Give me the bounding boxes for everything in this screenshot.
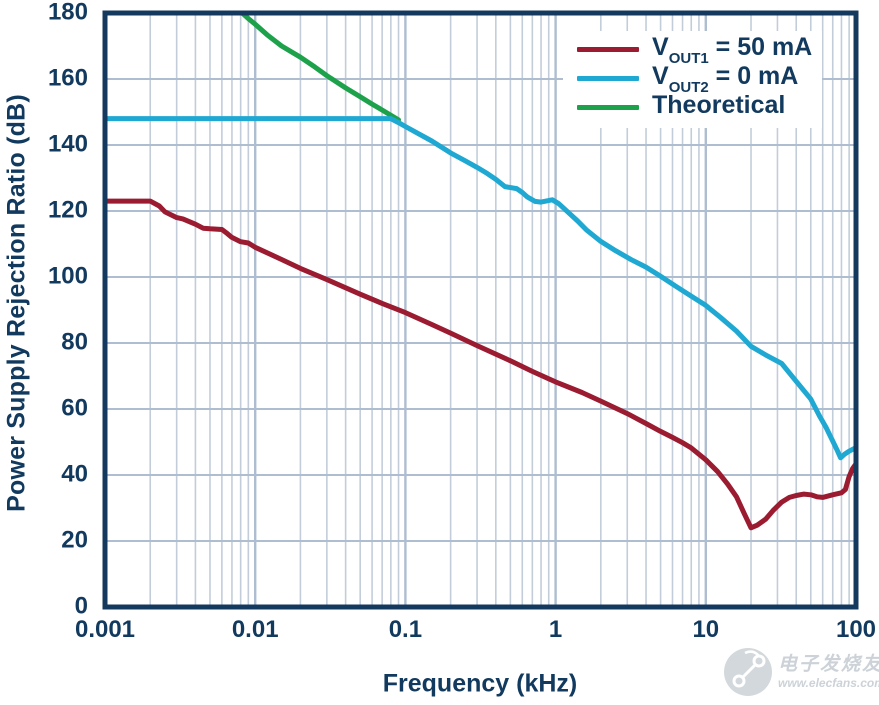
plot-border xyxy=(102,10,859,610)
x-axis-title: Frequency (kHz) xyxy=(382,669,578,698)
series-line-0 xyxy=(102,198,859,531)
legend-label-theoretical: Theoretical xyxy=(652,91,786,119)
series-line-1 xyxy=(102,116,859,461)
elecfans-logo-icon xyxy=(723,647,773,697)
x-tick-label-0.001: 0.001 xyxy=(74,616,136,643)
y-tick-label-160: 160 xyxy=(47,64,88,92)
x-tick-label-10: 10 xyxy=(692,616,720,643)
y-tick-label-140: 140 xyxy=(47,130,88,158)
watermark-url: www.elecfans.com xyxy=(778,676,879,690)
x-tick-label-0.01: 0.01 xyxy=(231,616,279,643)
y-tick-label-180: 180 xyxy=(47,0,88,26)
y-tick-label-40: 40 xyxy=(61,460,88,488)
x-tick-label-100: 100 xyxy=(835,616,877,643)
x-tick-label-1: 1 xyxy=(548,616,563,643)
legend-label-vout2: VOUT2 = 0 mA xyxy=(652,62,799,96)
y-tick-label-120: 120 xyxy=(47,196,88,224)
legend-item-vout2-0ma: VOUT2 = 0 mA xyxy=(577,62,812,96)
legend-swatch-vout2 xyxy=(577,76,639,81)
legend-swatch-theoretical xyxy=(577,105,639,110)
legend: VOUT1 = 50 mA VOUT2 = 0 mA Theoretical xyxy=(563,31,823,128)
series-line-2 xyxy=(239,10,401,123)
legend-swatch-vout1 xyxy=(577,47,639,52)
watermark: 电子发烧友 www.elecfans.com xyxy=(723,641,879,703)
y-tick-label-0: 0 xyxy=(74,592,88,620)
x-tick-label-0.1: 0.1 xyxy=(388,616,423,643)
y-tick-label-80: 80 xyxy=(61,328,88,356)
legend-item-vout1-50ma: VOUT1 = 50 mA xyxy=(577,33,813,67)
y-tick-label-100: 100 xyxy=(47,262,88,290)
legend-item-theoretical: Theoretical xyxy=(577,93,812,122)
y-tick-label-60: 60 xyxy=(61,394,88,422)
y-tick-label-20: 20 xyxy=(61,526,88,554)
legend-label-vout1: VOUT1 = 50 mA xyxy=(652,33,813,67)
watermark-text: 电子发烧友 xyxy=(778,654,879,675)
